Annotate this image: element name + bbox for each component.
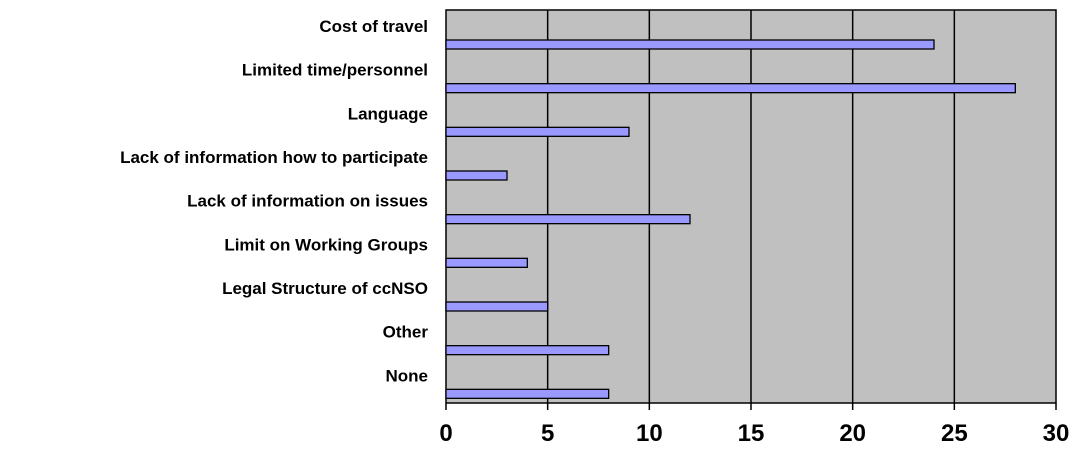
category-label: Limit on Working Groups xyxy=(224,235,428,254)
x-tick-label: 0 xyxy=(439,420,452,447)
bar-6 xyxy=(445,301,549,312)
category-label: Limited time/personnel xyxy=(242,61,428,80)
bar-1 xyxy=(445,83,1016,94)
bar-5 xyxy=(445,257,528,268)
x-tick-label: 5 xyxy=(541,420,554,447)
x-tick-label: 30 xyxy=(1043,420,1070,447)
x-tick-label: 10 xyxy=(636,420,663,447)
category-labels: Cost of travel Limited time/personnel Lang… xyxy=(120,17,428,385)
x-tick-label: 25 xyxy=(941,420,968,447)
category-label: Lack of information on issues xyxy=(187,192,428,211)
bar-7 xyxy=(445,345,610,356)
gridlines xyxy=(546,10,956,403)
x-tick-label: 20 xyxy=(839,420,866,447)
category-label: Cost of travel xyxy=(319,17,428,36)
x-tick-label: 15 xyxy=(738,420,765,447)
bar-3 xyxy=(445,170,508,181)
category-label: Legal Structure of ccNSO xyxy=(222,279,428,298)
category-label: None xyxy=(386,366,429,385)
category-label: Other xyxy=(383,323,429,342)
bar-4 xyxy=(445,214,691,225)
category-label: Language xyxy=(348,104,428,123)
category-label: Lack of information how to participate xyxy=(120,148,428,167)
bar-8 xyxy=(445,388,610,399)
x-axis: 0 5 10 15 20 25 30 xyxy=(439,403,1069,447)
bar-0 xyxy=(445,39,935,50)
bars xyxy=(445,39,1016,399)
bar-2 xyxy=(445,126,630,137)
